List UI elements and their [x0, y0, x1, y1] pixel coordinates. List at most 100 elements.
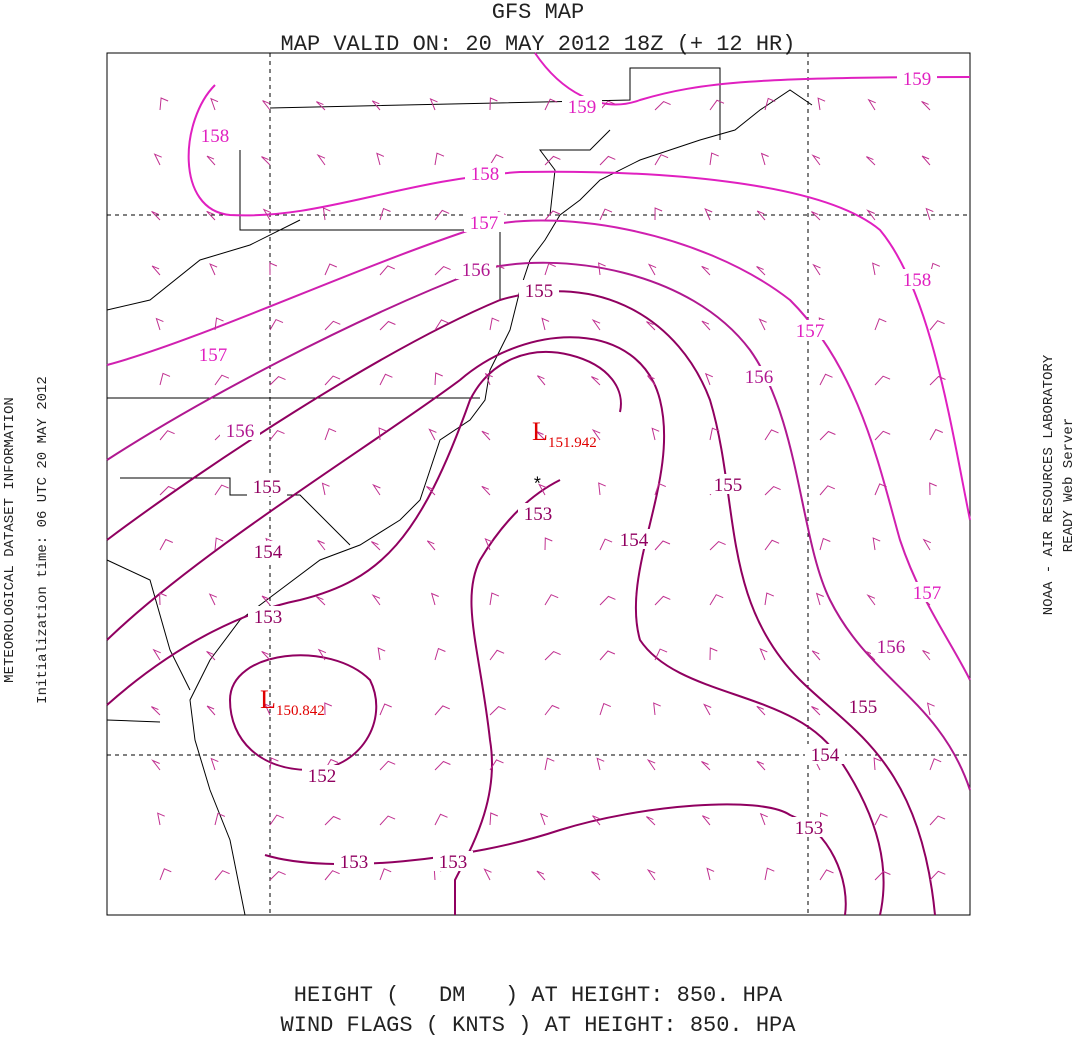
- wind-barb: [709, 152, 719, 166]
- label-bg: [519, 280, 559, 300]
- wind-barb: [536, 431, 546, 441]
- wind-barb: [322, 207, 331, 221]
- wind-barb: [324, 320, 341, 331]
- wind-barb: [925, 207, 934, 221]
- wind-barb: [434, 266, 451, 276]
- contour-label: 155: [849, 697, 878, 718]
- wind-barb: [653, 702, 661, 716]
- wind-barb: [371, 100, 381, 111]
- wind-barb: [654, 540, 671, 551]
- wind-barb: [591, 871, 601, 881]
- wind-barb: [709, 427, 720, 441]
- wind-barb: [209, 263, 218, 276]
- label-bg: [465, 163, 505, 183]
- wind-barb: [599, 208, 613, 221]
- wind-barb: [206, 705, 216, 716]
- contour-label: 156: [745, 367, 774, 388]
- wind-barb: [709, 541, 726, 551]
- contour-label: 155: [253, 477, 282, 498]
- wind-barb: [430, 592, 439, 606]
- wind-barb: [153, 153, 162, 166]
- label-bg: [195, 125, 235, 145]
- wind-barb: [819, 485, 835, 496]
- wind-barb: [811, 706, 821, 716]
- wind-barb: [214, 317, 224, 331]
- wind-barb: [541, 317, 550, 331]
- wind-barb: [654, 648, 668, 661]
- wind-barb: [539, 812, 548, 826]
- map-frame: [106, 52, 971, 916]
- label-bg: [907, 582, 947, 602]
- wind-barb: [159, 97, 169, 111]
- wind-barb: [921, 155, 931, 166]
- wind-barb: [812, 263, 821, 276]
- wind-barb: [811, 650, 821, 661]
- wind-barb: [599, 100, 616, 111]
- label-bg: [739, 366, 779, 386]
- contour-label: 157: [470, 213, 499, 234]
- wind-barb: [591, 376, 601, 386]
- label-bg: [220, 420, 260, 440]
- wind-barb: [874, 870, 891, 881]
- wind-barb: [379, 868, 392, 881]
- contour: [454, 479, 561, 915]
- wind-barb: [481, 430, 491, 441]
- wind-barb: [756, 266, 766, 276]
- wind-barb: [159, 430, 175, 441]
- wind-barb: [155, 317, 164, 331]
- contour-label: 156: [877, 637, 906, 658]
- wind-barb: [591, 319, 601, 331]
- wind-barb: [378, 427, 387, 441]
- label-bg: [805, 744, 845, 764]
- footer-line: WIND FLAGS ( KNTS ) AT HEIGHT: 850. HPA: [281, 1013, 797, 1035]
- low-symbol: L: [260, 685, 276, 714]
- wind-barb: [264, 703, 273, 716]
- contour-label: 156: [226, 421, 255, 442]
- wind-barb: [646, 321, 656, 331]
- wind-barb: [926, 702, 935, 716]
- wind-barb: [151, 210, 161, 221]
- label-bg: [464, 212, 504, 232]
- wind-barb: [426, 540, 436, 551]
- wind-barb: [214, 374, 230, 386]
- wind-barb: [544, 651, 561, 661]
- wind-barb: [929, 758, 942, 771]
- wind-barb: [874, 813, 888, 826]
- wind-barb: [873, 757, 882, 771]
- contour-label: 153: [254, 607, 283, 628]
- wind-barb: [151, 706, 161, 716]
- wind-barb: [759, 812, 768, 826]
- label-bg: [789, 817, 829, 837]
- contour-label: 153: [795, 818, 824, 839]
- label-bg: [708, 474, 748, 494]
- wind-barb: [929, 870, 946, 881]
- wind-barb: [261, 595, 271, 606]
- wind-barb: [261, 650, 271, 661]
- wind-barb: [599, 538, 613, 551]
- wind-barb: [759, 647, 768, 661]
- wind-barb: [159, 868, 172, 881]
- contour-label: 154: [811, 745, 840, 766]
- wind-barb: [819, 537, 831, 551]
- wind-barb: [819, 373, 833, 386]
- label-bg: [334, 851, 374, 871]
- wind-barb: [214, 870, 230, 881]
- wind-barb: [434, 152, 445, 166]
- wind-barb: [489, 759, 504, 771]
- wind-barb: [929, 428, 943, 441]
- label-bg: [614, 529, 654, 549]
- wind-barb: [592, 815, 601, 826]
- contour-label: 158: [201, 126, 230, 147]
- wind-barb: [756, 760, 766, 771]
- wind-barb: [481, 485, 491, 496]
- label-bg: [897, 269, 937, 289]
- wind-barb: [654, 482, 666, 496]
- wind-barb: [206, 155, 216, 166]
- wind-barb: [598, 482, 606, 496]
- wind-barb: [489, 154, 504, 166]
- wind-barb: [489, 317, 500, 331]
- wind-barb: [701, 265, 711, 276]
- label-bg: [562, 96, 602, 116]
- wind-barb: [702, 815, 711, 826]
- wind-barb: [756, 210, 766, 221]
